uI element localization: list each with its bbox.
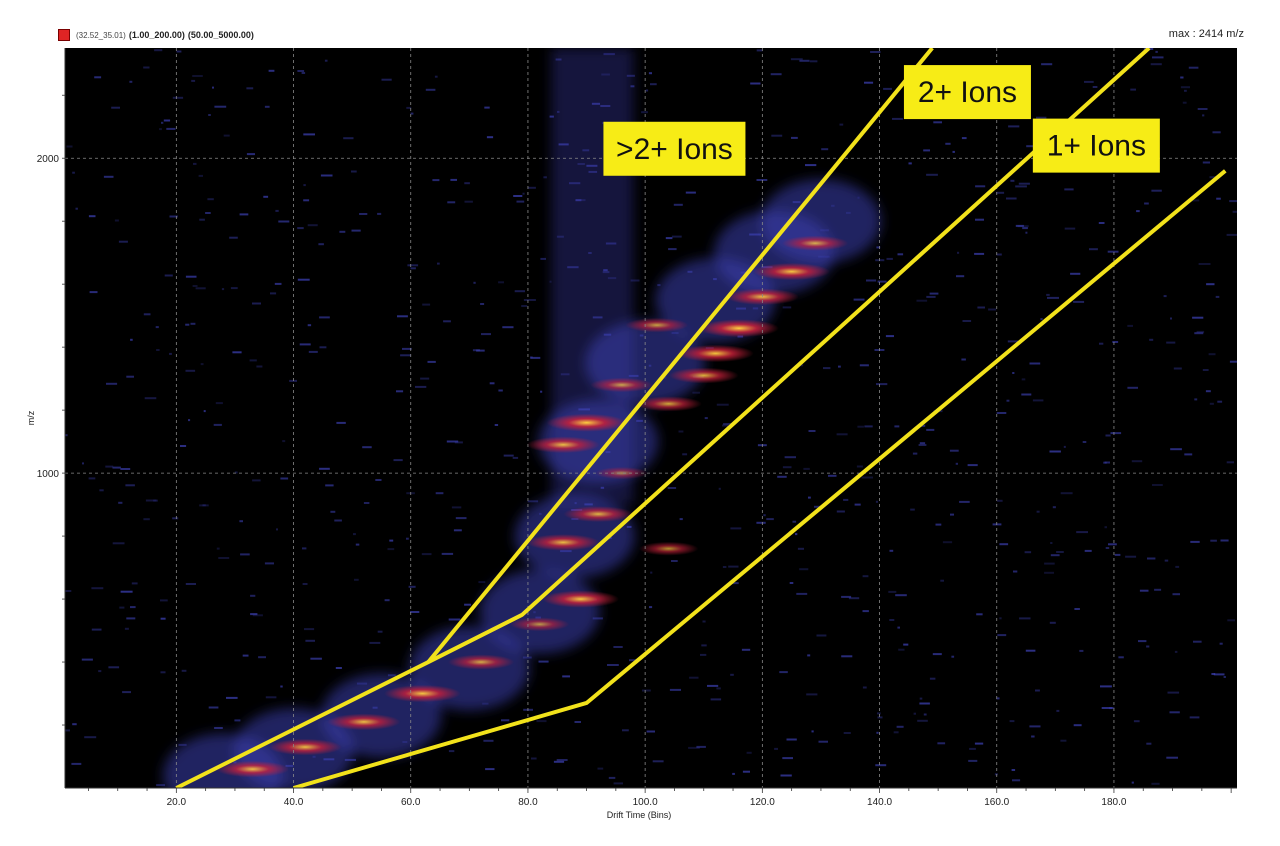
heat-spot <box>546 413 627 432</box>
y-tick-label: 2000 <box>37 154 60 165</box>
heat-spot <box>215 760 290 778</box>
color-swatch-icon <box>58 29 70 41</box>
heat-spot <box>509 617 570 632</box>
heat-spot <box>327 713 401 731</box>
heat-spot <box>384 684 461 703</box>
region-label: 1+ Ions <box>1032 118 1160 173</box>
heat-spot <box>590 377 654 393</box>
x-axis-title: Drift Time (Bins) <box>607 810 672 820</box>
lower-boundary-line <box>292 169 1227 788</box>
drift-range: (1.00_200.00) <box>128 30 185 40</box>
heat-spot <box>526 436 600 454</box>
x-tick-label: 60.0 <box>401 797 421 808</box>
x-tick-label: 120.0 <box>750 797 775 808</box>
x-tick-label: 160.0 <box>984 797 1009 808</box>
heat-spot <box>635 396 702 412</box>
x-tick-label: 20.0 <box>167 797 187 808</box>
heat-spot <box>668 367 739 384</box>
x-tick-label: 100.0 <box>633 797 658 808</box>
heat-spot <box>526 534 600 551</box>
heat-spot <box>595 466 649 480</box>
heat-spot <box>698 319 779 338</box>
middle-boundary-line <box>175 48 1151 788</box>
region-label-text: 2+ Ions <box>918 76 1017 109</box>
heat-spot <box>677 344 754 363</box>
region-label-text: 1+ Ions <box>1047 130 1146 163</box>
region-label-text: >2+ Ions <box>616 133 733 166</box>
x-tick-label: 80.0 <box>518 797 538 808</box>
chart-header-ranges: (32.52_35.01) (1.00_200.00) (50.00_5000.… <box>58 28 254 42</box>
mobility-range: (32.52_35.01) <box>76 30 126 40</box>
heat-spot <box>753 262 830 281</box>
region-label: >2+ Ions <box>603 121 746 176</box>
y-tick-label: 1000 <box>37 469 60 480</box>
max-mz-label: max : 2414 m/z <box>1168 28 1244 40</box>
heat-spot <box>542 590 619 608</box>
heat-spot <box>781 235 849 251</box>
upper-boundary-line <box>426 48 934 664</box>
heat-spot <box>638 541 699 556</box>
x-tick-label: 140.0 <box>867 797 892 808</box>
x-tick-label: 180.0 <box>1101 797 1126 808</box>
x-tick-label: 40.0 <box>284 797 304 808</box>
heat-spot <box>268 738 342 756</box>
mz-range: (50.00_5000.00) <box>187 30 254 40</box>
heat-spot <box>447 654 515 670</box>
region-label: 2+ Ions <box>903 65 1031 120</box>
heat-spot <box>625 317 689 333</box>
heat-spot <box>563 506 634 522</box>
y-axis-title: m/z <box>26 410 36 425</box>
